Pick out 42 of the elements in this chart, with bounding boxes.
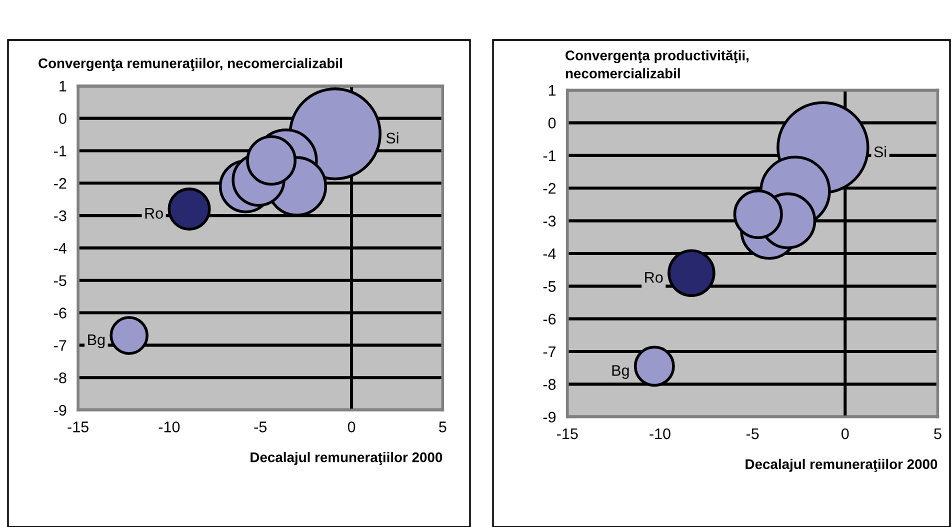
y-tick-label: -5 — [54, 275, 66, 286]
y-tick-label: -3 — [54, 210, 66, 222]
y-tick-label: -2 — [543, 183, 556, 194]
series-label: Bg — [612, 365, 629, 379]
series-label: Ro — [145, 208, 163, 219]
y-tick-label: -1 — [543, 150, 556, 161]
series-label: Si — [386, 132, 398, 144]
y-tick-label: -2 — [54, 178, 66, 189]
x-tick-label: -10 — [650, 428, 670, 440]
x-tick-label: 0 — [348, 422, 356, 432]
y-tick-label: 1 — [548, 85, 556, 96]
x-tick-label: -5 — [254, 422, 267, 432]
y-tick-label: -9 — [54, 404, 66, 416]
y-tick-label: -6 — [543, 314, 556, 325]
x-tick-label: -10 — [158, 422, 180, 432]
series-label: Si — [874, 146, 886, 158]
y-tick-label: -4 — [54, 242, 67, 254]
x-tick-label: 0 — [841, 428, 849, 440]
chart-title: Convergenţa productivităţii, necomercializabil — [566, 50, 749, 78]
y-tick-label: -6 — [54, 308, 66, 318]
y-tick-label: 0 — [59, 113, 66, 124]
x-tick-label: -15 — [68, 422, 88, 432]
y-tick-label: -8 — [543, 379, 556, 390]
chart-title: Convergenţa remuneraţiilor, necomercializabil — [38, 58, 342, 72]
x-tick-label: 5 — [934, 428, 942, 440]
y-tick-label: -3 — [543, 216, 556, 226]
x-axis-title: Decalajul remuneraţiilor 2000 — [250, 452, 442, 465]
y-tick-label: -8 — [54, 372, 66, 384]
y-tick-label: -7 — [54, 340, 66, 351]
series-label: Bg — [88, 334, 105, 348]
y-tick-label: 0 — [548, 118, 556, 128]
y-tick-label: -5 — [543, 281, 556, 292]
y-tick-label: 1 — [60, 80, 66, 92]
x-tick-label: -5 — [746, 428, 759, 440]
y-tick-label: -1 — [54, 146, 66, 156]
x-tick-label: -15 — [557, 428, 578, 440]
series-label: Ro — [645, 272, 663, 283]
x-tick-label: 5 — [439, 422, 446, 432]
y-tick-label: -7 — [543, 346, 556, 358]
y-tick-label: -4 — [543, 248, 556, 260]
y-tick-label: -9 — [543, 412, 556, 423]
x-axis-title: Decalajul remuneraţiilor 2000 — [746, 458, 938, 472]
